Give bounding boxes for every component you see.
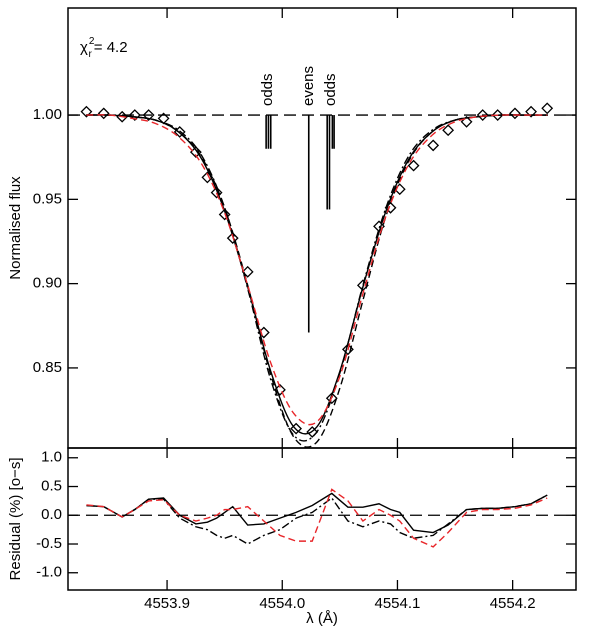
data-point bbox=[142, 109, 155, 121]
plot-area bbox=[68, 488, 576, 548]
data-point bbox=[218, 208, 231, 221]
component-label: odds bbox=[322, 73, 339, 106]
x-tick-label: 4554.1 bbox=[375, 595, 421, 612]
component-label: evens bbox=[300, 66, 317, 106]
x-tick-label: 4554.0 bbox=[259, 595, 305, 612]
data-point bbox=[525, 105, 537, 118]
y-tick-label: 1.00 bbox=[33, 106, 62, 123]
annotation-text: = 4.2 bbox=[94, 39, 128, 56]
data-point bbox=[325, 392, 338, 405]
data-point bbox=[290, 422, 303, 435]
data-point bbox=[407, 159, 420, 172]
model-line bbox=[86, 488, 548, 548]
annotation-symbol: χ bbox=[80, 39, 88, 56]
y-tick-label: -0.5 bbox=[36, 535, 62, 552]
plot-area bbox=[68, 102, 576, 448]
data-point bbox=[128, 109, 141, 121]
y-tick-label: 0.5 bbox=[41, 477, 62, 494]
model-line bbox=[86, 114, 548, 442]
data-point bbox=[427, 139, 440, 152]
data-point bbox=[460, 115, 473, 128]
y-tick-label: 0.95 bbox=[33, 190, 62, 207]
data-point bbox=[210, 186, 223, 199]
data-point bbox=[476, 109, 489, 121]
data-point bbox=[306, 426, 319, 438]
y-tick-label: 1.0 bbox=[41, 449, 62, 466]
model-line bbox=[86, 114, 548, 435]
component-label: odds bbox=[259, 73, 276, 106]
data-point bbox=[442, 124, 455, 137]
data-point bbox=[241, 265, 254, 278]
y-tick-label: 0.85 bbox=[33, 359, 62, 376]
y-tick-label: -1.0 bbox=[36, 564, 62, 581]
axes-frame bbox=[67, 447, 577, 591]
y-tick-label: 0.90 bbox=[33, 275, 62, 292]
y-axis-label: Residual (%) [o−s] bbox=[7, 458, 24, 581]
x-tick-label: 4553.9 bbox=[144, 595, 190, 612]
annotation-superscript: 2 bbox=[89, 36, 95, 47]
model-line bbox=[86, 114, 548, 448]
model-line bbox=[86, 114, 548, 426]
y-axis-label: Normalised flux bbox=[7, 176, 24, 280]
annotation-subscript: r bbox=[88, 49, 92, 60]
data-point bbox=[509, 107, 521, 120]
x-tick-label: 4554.2 bbox=[490, 595, 536, 612]
data-point bbox=[541, 102, 554, 115]
annotation: χ2 r = 4.2 bbox=[80, 36, 128, 60]
model-line bbox=[86, 492, 548, 534]
data-point bbox=[226, 232, 239, 245]
data-point bbox=[491, 109, 504, 121]
data-point bbox=[80, 105, 93, 118]
x-axis-label: λ (Å) bbox=[306, 610, 338, 627]
data-point bbox=[97, 107, 110, 120]
y-tick-label: 0.0 bbox=[41, 506, 62, 523]
